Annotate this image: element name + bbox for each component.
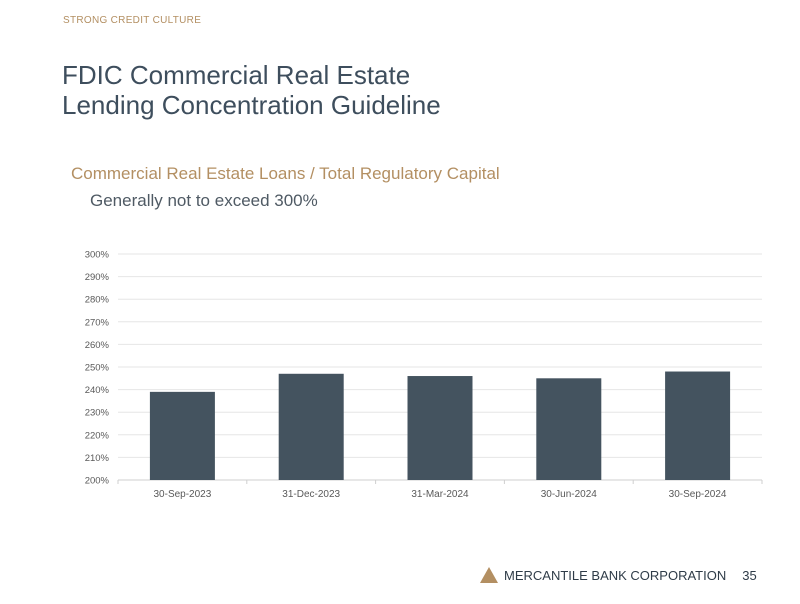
bar <box>407 376 473 480</box>
bar <box>665 371 731 480</box>
x-tick-label: 31-Dec-2023 <box>282 489 340 500</box>
footer: MERCANTILE BANK CORPORATION 35 <box>480 567 757 583</box>
bar <box>536 378 602 480</box>
company-logo-icon <box>480 567 498 583</box>
y-tick-label: 270% <box>85 317 110 328</box>
x-tick-label: 31-Mar-2024 <box>411 489 469 500</box>
section-label: STRONG CREDIT CULTURE <box>63 15 202 26</box>
y-tick-label: 210% <box>85 453 110 464</box>
bar <box>278 373 344 480</box>
y-tick-label: 280% <box>85 295 110 306</box>
x-tick-label: 30-Sep-2023 <box>153 489 211 500</box>
page-title: FDIC Commercial Real Estate Lending Conc… <box>62 60 441 120</box>
y-tick-label: 220% <box>85 430 110 441</box>
y-tick-label: 260% <box>85 340 110 351</box>
bar-chart: 200% 210% 220% 230% 240% 250% 260% 270% 280% 290%… <box>85 250 763 500</box>
title-line-2: Lending Concentration Guideline <box>62 90 441 120</box>
title-line-1: FDIC Commercial Real Estate <box>62 60 411 90</box>
x-tick-label: 30-Jun-2024 <box>541 489 598 500</box>
guideline-note: Generally not to exceed 300% <box>90 191 318 210</box>
company-name: MERCANTILE BANK CORPORATION <box>504 567 727 583</box>
y-tick-label: 230% <box>85 408 110 419</box>
y-tick-label: 250% <box>85 363 110 374</box>
x-tick-label: 30-Sep-2024 <box>669 489 727 500</box>
y-tick-label: 240% <box>85 385 110 396</box>
chart-subtitle: Commercial Real Estate Loans / Total Reg… <box>71 164 500 183</box>
y-tick-label: 200% <box>85 476 110 487</box>
bar <box>149 391 215 480</box>
y-tick-label: 290% <box>85 272 110 283</box>
page-number: 35 <box>742 567 757 583</box>
y-tick-label: 300% <box>85 250 110 261</box>
